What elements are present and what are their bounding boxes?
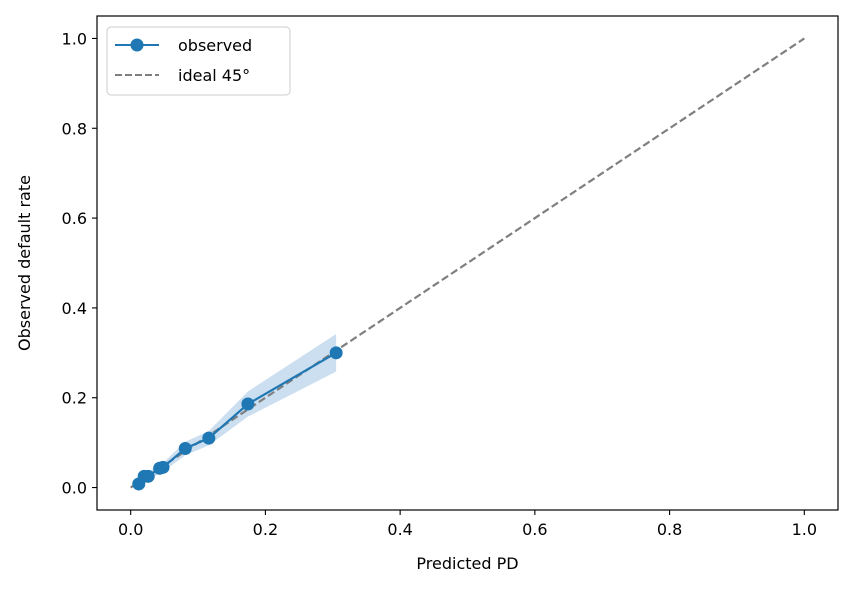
- y-tick-label-2: 0.4: [62, 299, 87, 318]
- observed-points-layer: [132, 346, 343, 491]
- x-axis-ticks: 0.0 0.2 0.4 0.6 0.8 1.0: [118, 510, 817, 539]
- y-tick-label-0: 0.0: [62, 479, 87, 498]
- ideal-45-line: [130, 37, 805, 489]
- legend: observed ideal 45°: [106, 26, 291, 96]
- y-axis-label: Observed default rate: [15, 175, 34, 351]
- legend-ideal-label: ideal 45°: [178, 66, 250, 85]
- y-tick-label-5: 1.0: [62, 29, 87, 48]
- observed-point-6: [202, 431, 216, 445]
- y-tick-label-3: 0.6: [62, 209, 87, 228]
- legend-observed-marker-icon: [130, 38, 144, 52]
- observed-point-8: [329, 346, 343, 360]
- observed-point-2: [141, 469, 155, 483]
- ideal-line-layer: [130, 37, 805, 489]
- x-tick-label-3: 0.6: [522, 520, 547, 539]
- x-tick-label-5: 1.0: [792, 520, 817, 539]
- observed-point-5: [178, 441, 192, 455]
- x-tick-label-1: 0.2: [253, 520, 278, 539]
- plot-frame: [96, 15, 839, 511]
- x-tick-label-0: 0.0: [118, 520, 143, 539]
- observed-point-7: [241, 397, 255, 411]
- y-tick-label-4: 0.8: [62, 119, 87, 138]
- x-tick-label-2: 0.4: [387, 520, 412, 539]
- y-tick-label-1: 0.2: [62, 389, 87, 408]
- x-tick-label-4: 0.8: [657, 520, 682, 539]
- legend-observed-label: observed: [178, 36, 252, 55]
- x-axis-label: Predicted PD: [416, 554, 518, 573]
- y-axis-ticks: 0.0 0.2 0.4 0.6 0.8 1.0: [62, 29, 97, 498]
- observed-point-4: [156, 460, 170, 474]
